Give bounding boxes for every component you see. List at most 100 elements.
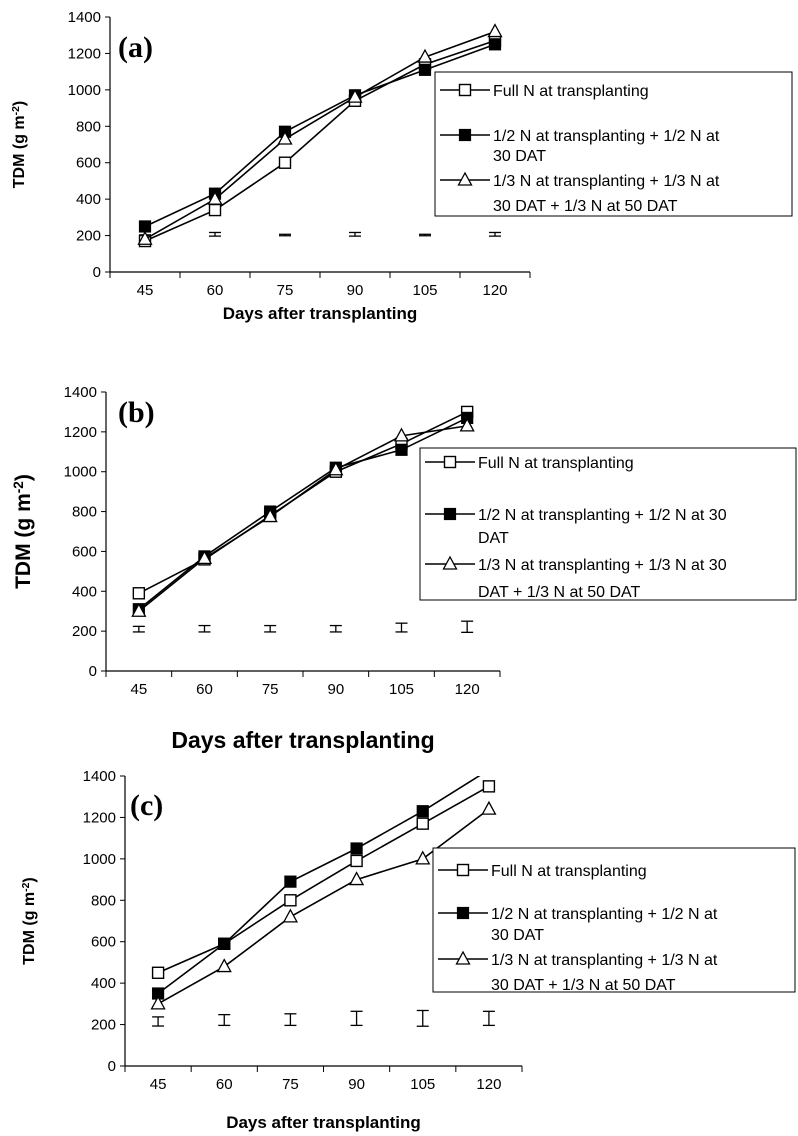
legend-marker xyxy=(455,950,471,965)
x-tick-label: 45 xyxy=(130,681,147,698)
x-tick-label: 75 xyxy=(262,681,279,698)
data-point xyxy=(138,220,152,233)
legend-label: DAT + 1/3 N at 50 DAT xyxy=(478,584,641,601)
chart-panel-a: 0 200 400 600 800 1000 1200 1400 45 60 75 90 105 120 D… xyxy=(11,9,793,323)
error-bar xyxy=(489,231,501,237)
error-bar xyxy=(482,1010,495,1027)
data-point xyxy=(151,966,165,979)
data-point xyxy=(459,417,475,432)
y-tick-label: 1400 xyxy=(68,9,101,26)
chart-panel-c: 0 200 400 600 800 1000 1200 1400 45 60 75 90 105 120 D… xyxy=(21,768,796,1132)
x-tick-label: 90 xyxy=(347,282,364,299)
data-point xyxy=(350,842,363,855)
y-tick-label: 1200 xyxy=(68,45,101,62)
data-point xyxy=(482,780,496,793)
legend-marker xyxy=(458,83,472,97)
series-line xyxy=(138,425,468,612)
series-filled-square xyxy=(151,776,481,1000)
error-bar xyxy=(198,624,211,633)
error-bar xyxy=(419,233,431,237)
x-tick-label: 90 xyxy=(348,1076,365,1093)
y-tick-label: 200 xyxy=(72,623,97,640)
data-point xyxy=(488,38,502,51)
data-point xyxy=(218,937,231,950)
y-tick-label: 1400 xyxy=(83,768,116,785)
data-point xyxy=(282,908,299,923)
legend-marker xyxy=(442,555,458,570)
error-bar xyxy=(350,1010,363,1027)
data-point xyxy=(417,48,433,63)
series-line xyxy=(144,30,496,240)
data-point xyxy=(347,88,363,103)
error-bar xyxy=(152,1016,165,1027)
x-tick-label: 90 xyxy=(327,681,344,698)
x-axis-title: Days after transplanting xyxy=(223,304,418,323)
error-bar xyxy=(416,1009,429,1027)
y-tick-label: 600 xyxy=(76,155,101,172)
y-tick-label: 600 xyxy=(72,543,97,560)
series-open-triangle xyxy=(131,417,475,617)
y-tick-label: 1000 xyxy=(83,851,116,868)
y-axis-title: TDM (g m-2) xyxy=(11,101,29,188)
error-bar xyxy=(349,231,361,237)
legend-marker xyxy=(456,906,470,920)
chart-panel-b: 0 200 400 600 800 1000 1200 1400 45 60 75 90 105 120 D… xyxy=(11,384,797,753)
data-point xyxy=(284,875,297,888)
y-tick-label: 600 xyxy=(91,934,116,951)
legend-label: 30 DAT + 1/3 N at 50 DAT xyxy=(491,977,676,994)
data-point xyxy=(196,550,213,565)
legend-box xyxy=(432,847,796,993)
legend-marker xyxy=(457,171,473,186)
data-point xyxy=(350,854,363,868)
x-axis-title: Days after transplanting xyxy=(171,727,434,753)
x-tick-label: 75 xyxy=(277,282,294,299)
legend-label: DAT xyxy=(478,530,509,547)
y-tick-label: 1200 xyxy=(83,809,116,826)
data-point xyxy=(208,203,222,217)
legend-label: 1/3 N at transplanting + 1/3 N at xyxy=(493,173,720,190)
series-line xyxy=(138,411,468,594)
legend-marker xyxy=(458,128,472,142)
legend-label: 1/3 N at transplanting + 1/3 N at xyxy=(491,952,718,969)
legend-label: 1/2 N at transplanting + 1/2 N at 30 xyxy=(478,507,727,524)
data-point xyxy=(137,230,153,245)
error-bar xyxy=(461,620,474,633)
data-point xyxy=(328,461,344,476)
data-point xyxy=(416,817,429,830)
error-bar xyxy=(218,1013,231,1027)
y-tick-label: 800 xyxy=(72,504,97,521)
data-point xyxy=(150,995,166,1010)
legend-box xyxy=(419,447,797,601)
data-point xyxy=(487,23,503,38)
x-tick-label: 105 xyxy=(412,282,437,299)
y-tick-label: 400 xyxy=(76,191,101,208)
y-tick-label: 0 xyxy=(89,663,97,680)
y-tick-label: 1400 xyxy=(64,384,97,401)
data-point xyxy=(216,958,232,973)
error-bar xyxy=(279,233,291,237)
legend-label: 30 DAT + 1/3 N at 50 DAT xyxy=(493,198,678,215)
x-tick-label: 45 xyxy=(137,282,154,299)
x-tick-label: 120 xyxy=(476,1076,501,1093)
data-point xyxy=(284,894,297,907)
y-tick-label: 1000 xyxy=(64,464,97,481)
data-point xyxy=(348,871,365,886)
legend-label: Full N at transplanting xyxy=(493,83,649,100)
data-point xyxy=(207,190,223,205)
legend-marker xyxy=(456,863,470,877)
y-tick-label: 800 xyxy=(76,118,101,135)
error-bar xyxy=(209,231,221,237)
series-open-triangle xyxy=(137,23,503,245)
legend-label: Full N at transplanting xyxy=(491,863,647,880)
legend: Full N at transplanting 1/2 N at transpla… xyxy=(419,447,797,601)
x-tick-label: 105 xyxy=(410,1076,435,1093)
data-point xyxy=(278,156,292,169)
x-tick-label: 60 xyxy=(196,681,213,698)
y-axis-title: TDM (g m-2) xyxy=(11,474,36,589)
x-tick-label: 45 xyxy=(150,1076,167,1093)
data-point xyxy=(277,130,293,145)
x-tick-label: 60 xyxy=(216,1076,233,1093)
error-bar xyxy=(329,624,342,633)
error-bar xyxy=(395,622,408,633)
legend: Full N at transplanting 1/2 N at transpla… xyxy=(432,847,796,994)
